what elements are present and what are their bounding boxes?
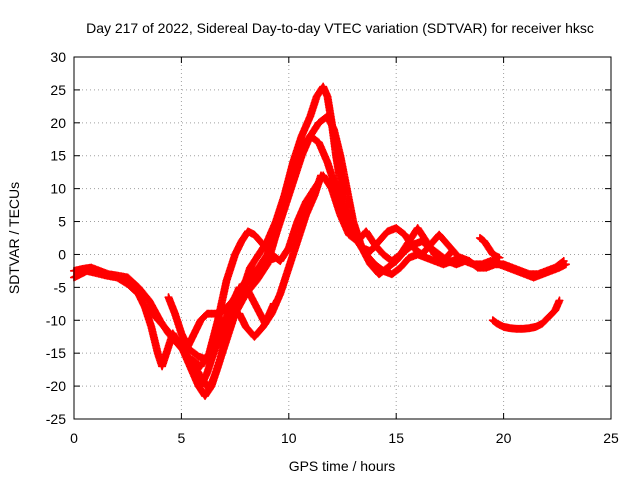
x-tick-label: 25 xyxy=(603,430,619,446)
data-point xyxy=(316,171,326,180)
y-tick-label: 5 xyxy=(58,214,66,230)
x-tick-label: 20 xyxy=(496,430,512,446)
y-tick-label: -25 xyxy=(46,411,66,427)
y-tick-label: 10 xyxy=(50,181,66,197)
plot-frame xyxy=(73,56,612,420)
x-axis-label: GPS time / hours xyxy=(289,458,396,474)
y-tick-label: 20 xyxy=(50,115,66,131)
series-track-7 xyxy=(235,171,326,341)
series-track-6 xyxy=(196,283,278,391)
y-tick-label: 30 xyxy=(50,49,66,65)
x-tick-label: 0 xyxy=(70,430,78,446)
y-tick-label: -5 xyxy=(54,279,67,295)
data-point xyxy=(447,247,457,256)
grid xyxy=(74,57,611,419)
y-tick-label: -10 xyxy=(46,312,66,328)
x-tick-label: 5 xyxy=(178,430,186,446)
series-track-9 xyxy=(475,233,504,262)
series-group xyxy=(69,82,570,401)
x-tick-label: 15 xyxy=(388,430,404,446)
y-axis-label: SDTVAR / TECUs xyxy=(6,182,22,294)
y-tick-label: 25 xyxy=(50,82,66,98)
data-point xyxy=(452,250,461,259)
y-tick-label: 0 xyxy=(58,246,66,262)
y-tick-label: -20 xyxy=(46,378,66,394)
y-tick-label: 15 xyxy=(50,148,66,164)
data-point xyxy=(495,253,504,262)
x-tick-label: 10 xyxy=(281,430,297,446)
series-track-8 xyxy=(488,296,564,333)
data-point xyxy=(555,296,564,305)
series-track-5 xyxy=(188,171,457,371)
data-point xyxy=(561,260,570,269)
data-point xyxy=(446,248,456,257)
y-tick-label: -15 xyxy=(46,345,66,361)
series-track-1 xyxy=(69,82,568,401)
chart-title: Day 217 of 2022, Sidereal Day-to-day VTE… xyxy=(86,20,594,36)
